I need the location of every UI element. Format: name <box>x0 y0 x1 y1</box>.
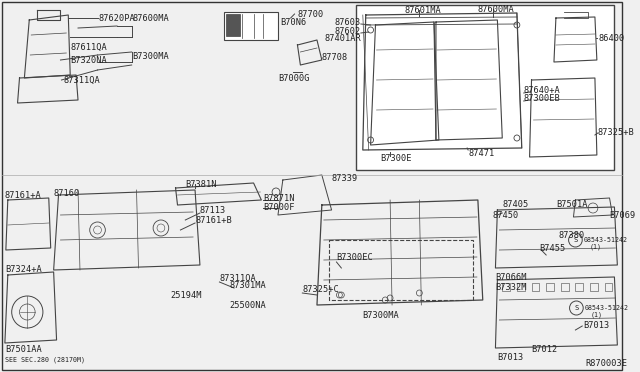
Text: 87311QA: 87311QA <box>63 76 100 84</box>
Bar <box>532 283 540 291</box>
Text: B7012: B7012 <box>532 346 558 355</box>
Text: 87113: 87113 <box>200 205 226 215</box>
Text: 87325+C: 87325+C <box>302 285 339 295</box>
Bar <box>227 14 240 36</box>
Text: 08543-51242: 08543-51242 <box>584 305 628 311</box>
Text: 87380: 87380 <box>559 231 585 240</box>
Text: 87401AR: 87401AR <box>324 33 362 42</box>
Text: 87471: 87471 <box>468 148 494 157</box>
Text: B7013: B7013 <box>583 321 609 330</box>
Text: B7000G: B7000G <box>278 74 310 83</box>
Text: B7324+A: B7324+A <box>5 266 42 275</box>
Text: B7501AA: B7501AA <box>5 346 42 355</box>
Text: SEE SEC.280 (28170M): SEE SEC.280 (28170M) <box>5 357 85 363</box>
Text: 87161+A: 87161+A <box>5 190 42 199</box>
Bar <box>224 12 278 40</box>
Bar <box>517 283 525 291</box>
Text: 87601MA: 87601MA <box>404 6 442 15</box>
Text: 87311QA: 87311QA <box>220 273 256 282</box>
Text: B7000F: B7000F <box>263 202 295 212</box>
Text: 87600MA: 87600MA <box>132 13 170 22</box>
Text: (1): (1) <box>591 312 603 318</box>
Text: B7066M: B7066M <box>495 273 527 282</box>
Text: B7300MA: B7300MA <box>132 51 170 61</box>
Bar <box>561 283 568 291</box>
Text: B7069: B7069 <box>609 211 636 219</box>
Text: B7300EC: B7300EC <box>337 253 373 263</box>
Text: B7300E: B7300E <box>380 154 412 163</box>
Text: B7300MA: B7300MA <box>362 311 399 320</box>
Text: 87325+B: 87325+B <box>598 128 635 137</box>
Bar <box>575 283 583 291</box>
Text: 25194M: 25194M <box>171 291 202 299</box>
Text: 87161+B: 87161+B <box>195 215 232 224</box>
Text: S: S <box>574 305 579 311</box>
Bar <box>546 283 554 291</box>
Text: B7871N: B7871N <box>263 193 295 202</box>
Text: 87600MA: 87600MA <box>478 4 515 13</box>
Text: 25500NA: 25500NA <box>229 301 266 310</box>
Text: 87700: 87700 <box>298 10 324 19</box>
Text: 87602: 87602 <box>335 26 361 35</box>
Text: B7013: B7013 <box>497 353 524 362</box>
Text: B7332M: B7332M <box>495 283 527 292</box>
Bar <box>502 283 510 291</box>
Bar <box>590 283 598 291</box>
Bar <box>605 283 612 291</box>
Text: 87160: 87160 <box>54 189 80 198</box>
Bar <box>329 240 473 300</box>
Text: S: S <box>573 237 577 243</box>
Text: 87708: 87708 <box>322 52 348 61</box>
Text: 86400: 86400 <box>599 33 625 42</box>
Text: B7381N: B7381N <box>186 180 217 189</box>
Bar <box>356 5 614 170</box>
Text: B7320NA: B7320NA <box>70 55 107 64</box>
Text: 87640+A: 87640+A <box>524 86 561 94</box>
Text: B7501A: B7501A <box>556 199 588 208</box>
Text: B70N6: B70N6 <box>280 17 306 26</box>
Text: 87405: 87405 <box>502 199 529 208</box>
Text: 87301MA: 87301MA <box>229 280 266 289</box>
Text: 87450: 87450 <box>493 211 519 219</box>
Text: 87603: 87603 <box>335 17 361 26</box>
Text: B7455: B7455 <box>540 244 566 253</box>
Text: R870003E: R870003E <box>585 359 627 368</box>
Text: 08543-51242: 08543-51242 <box>583 237 627 243</box>
Text: 87339: 87339 <box>332 173 358 183</box>
Text: 87620PA: 87620PA <box>99 13 135 22</box>
Text: 87300EB: 87300EB <box>524 93 561 103</box>
Text: (1): (1) <box>590 244 602 250</box>
Text: 87611QA: 87611QA <box>70 42 107 51</box>
